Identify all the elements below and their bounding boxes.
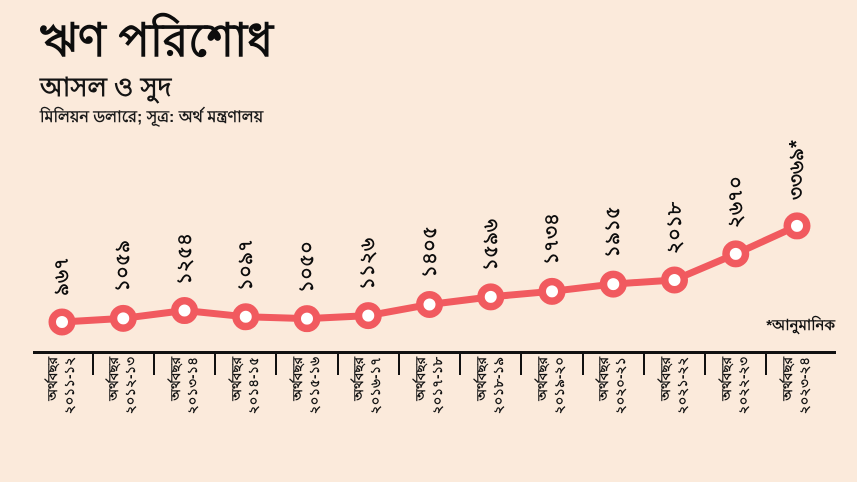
- data-point: [354, 302, 382, 330]
- fiscal-year-word: অর্থবছর: [351, 357, 367, 401]
- axis-tick: [520, 353, 523, 375]
- data-point: [48, 308, 76, 336]
- value-label: ১০৫৯: [112, 240, 135, 293]
- axis-tick: [214, 353, 217, 375]
- value-label: ১৪০৫: [418, 226, 441, 279]
- chart-subtitle: আসল ও সুদ: [40, 72, 172, 102]
- value-label: ৯৬৭: [51, 257, 73, 296]
- axis-tick: [91, 353, 94, 375]
- data-point: [477, 283, 505, 311]
- chart-header: ঋণ পরিশোধ আসল ও সুদ মিলিয়ন ডলারে; সূত্র…: [40, 14, 273, 128]
- value-label: ২০১৮: [663, 201, 686, 254]
- fiscal-year-range: ২০১১-১২: [62, 357, 77, 415]
- value-label: ১০৫০: [296, 240, 318, 293]
- fiscal-year-word: অর্থবছর: [596, 357, 612, 401]
- axis-tick: [704, 353, 707, 375]
- fiscal-year-word: অর্থবছর: [718, 357, 734, 401]
- data-point: [783, 212, 811, 240]
- value-label: ১২৫৪: [173, 232, 196, 285]
- fiscal-year-range: ২০১৭-১৮: [429, 357, 445, 415]
- data-point: [599, 270, 627, 298]
- axis-tick: [275, 353, 278, 375]
- fiscal-year-range: ২০২৩-২৪: [797, 357, 812, 415]
- data-point: [293, 305, 321, 333]
- fiscal-year-word: অর্থবছর: [657, 357, 673, 401]
- fiscal-year-range: ২০১৬-১৭: [368, 357, 384, 415]
- axis-tick: [642, 353, 645, 375]
- x-axis-label: অর্থবছর ২০১৯-২০: [534, 357, 570, 452]
- data-point: [538, 277, 566, 305]
- fiscal-year-word: অর্থবছর: [228, 357, 244, 401]
- x-axis-label: অর্থবছর ২০১৭-১৮: [412, 357, 448, 452]
- fiscal-year-word: অর্থবছর: [290, 357, 305, 401]
- value-label: ৩৩৬৯*: [786, 140, 808, 200]
- value-label: ২৬৭০: [724, 175, 747, 228]
- fiscal-year-word: অর্থবছর: [45, 357, 60, 401]
- axis-tick: [397, 353, 400, 375]
- fiscal-year-range: ২০১৪-১৫: [245, 357, 261, 415]
- data-point: [109, 304, 137, 332]
- axis-tick: [336, 353, 339, 375]
- x-axis-label: অর্থবছর ২০১৫-১৬: [289, 357, 325, 452]
- x-axis-label: অর্থবছর ২০২০-২১: [595, 357, 631, 452]
- fiscal-year-range: ২০১২-১৩: [123, 357, 139, 415]
- fiscal-year-range: ২০২১-২২: [674, 357, 690, 415]
- x-axis-label: অর্থবছর ২০২২-২৩: [718, 357, 754, 452]
- data-point: [416, 290, 443, 318]
- chart-title: ঋণ পরিশোধ: [40, 14, 274, 66]
- fiscal-year-range: ২০২০-২১: [613, 357, 629, 415]
- fiscal-year-word: অর্থবছর: [106, 357, 122, 401]
- data-point: [171, 297, 198, 325]
- axis-tick: [765, 353, 768, 375]
- data-point: [661, 266, 688, 294]
- x-axis-line: [33, 351, 836, 354]
- value-label: ১৫৯৬: [479, 218, 502, 271]
- value-label: ১৯১৫: [602, 206, 625, 259]
- fiscal-year-range: ২০১৫-১৬: [307, 357, 322, 415]
- x-axis-label: অর্থবছর ২০১৬-১৭: [350, 357, 386, 452]
- chart-unit-source: মিলিয়ন ডলারে; সূত্র: অর্থ মন্ত্রণালয়: [40, 109, 264, 126]
- axis-tick: [581, 353, 584, 375]
- fiscal-year-range: ২০১৯-২০: [552, 357, 567, 415]
- x-axis-label: অর্থবছর ২০১৪-১৫: [228, 357, 264, 452]
- x-axis-label: অর্থবছর ২০১৮-১৯: [473, 357, 509, 452]
- value-label: ১৭৩৪: [541, 213, 563, 266]
- fiscal-year-range: ২০১৮-১৯: [490, 357, 506, 415]
- fiscal-year-range: ২০২২-২৩: [735, 357, 751, 415]
- x-axis-label: অর্থবছর ২০১৩-১৪: [167, 357, 203, 452]
- fiscal-year-word: অর্থবছর: [780, 357, 795, 401]
- footnote-estimated: *আনুমানিক: [766, 317, 835, 334]
- x-axis-label: অর্থবছর ২০২১-২২: [657, 357, 693, 452]
- fiscal-year-range: ২০১৩-১৪: [184, 357, 200, 415]
- x-axis-label: অর্থবছর ২০২৩-২৪: [779, 357, 815, 452]
- axis-tick: [459, 353, 462, 375]
- fiscal-year-word: অর্থবছর: [167, 357, 183, 401]
- axis-tick: [152, 353, 155, 375]
- data-point: [722, 240, 750, 268]
- x-axis-label: অর্থবছর ২০১১-১২: [44, 357, 80, 452]
- fiscal-year-word: অর্থবছর: [535, 357, 550, 401]
- fiscal-year-word: অর্থবছর: [412, 357, 428, 401]
- x-axis-label: অর্থবছর ২০১২-১৩: [105, 357, 141, 452]
- value-label: ১০৯৭: [234, 238, 257, 291]
- data-point: [232, 303, 260, 331]
- fiscal-year-word: অর্থবছর: [473, 357, 489, 401]
- value-label: ১১২৬: [357, 237, 380, 290]
